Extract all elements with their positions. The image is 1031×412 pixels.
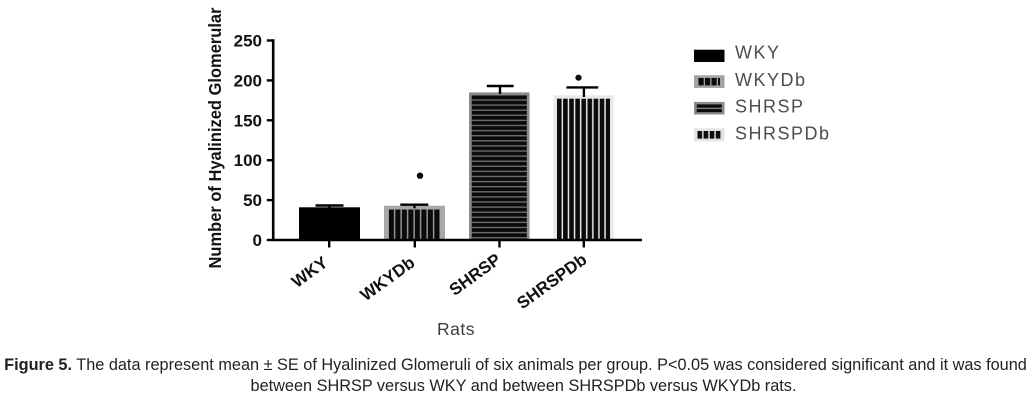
svg-text:WKYDb: WKYDb xyxy=(735,70,807,90)
svg-text:Number of Hyalinized Glomerula: Number of Hyalinized Glomerular xyxy=(205,7,225,268)
svg-text:SHRSP: SHRSP xyxy=(446,250,505,300)
svg-text:SHRSP: SHRSP xyxy=(735,97,805,117)
svg-text:WKY: WKY xyxy=(288,252,332,291)
svg-text:SHRSPDb: SHRSPDb xyxy=(513,250,590,313)
svg-text:50: 50 xyxy=(243,191,262,210)
svg-text:100: 100 xyxy=(234,151,262,170)
svg-text:200: 200 xyxy=(234,71,262,90)
svg-text:SHRSPDb: SHRSPDb xyxy=(735,124,831,144)
svg-text:WKY: WKY xyxy=(735,43,781,63)
svg-text:Rats: Rats xyxy=(437,319,475,339)
svg-text:WKYDb: WKYDb xyxy=(357,253,419,305)
svg-text:0: 0 xyxy=(253,231,262,250)
svg-text:250: 250 xyxy=(234,32,262,51)
svg-text:150: 150 xyxy=(234,111,262,130)
